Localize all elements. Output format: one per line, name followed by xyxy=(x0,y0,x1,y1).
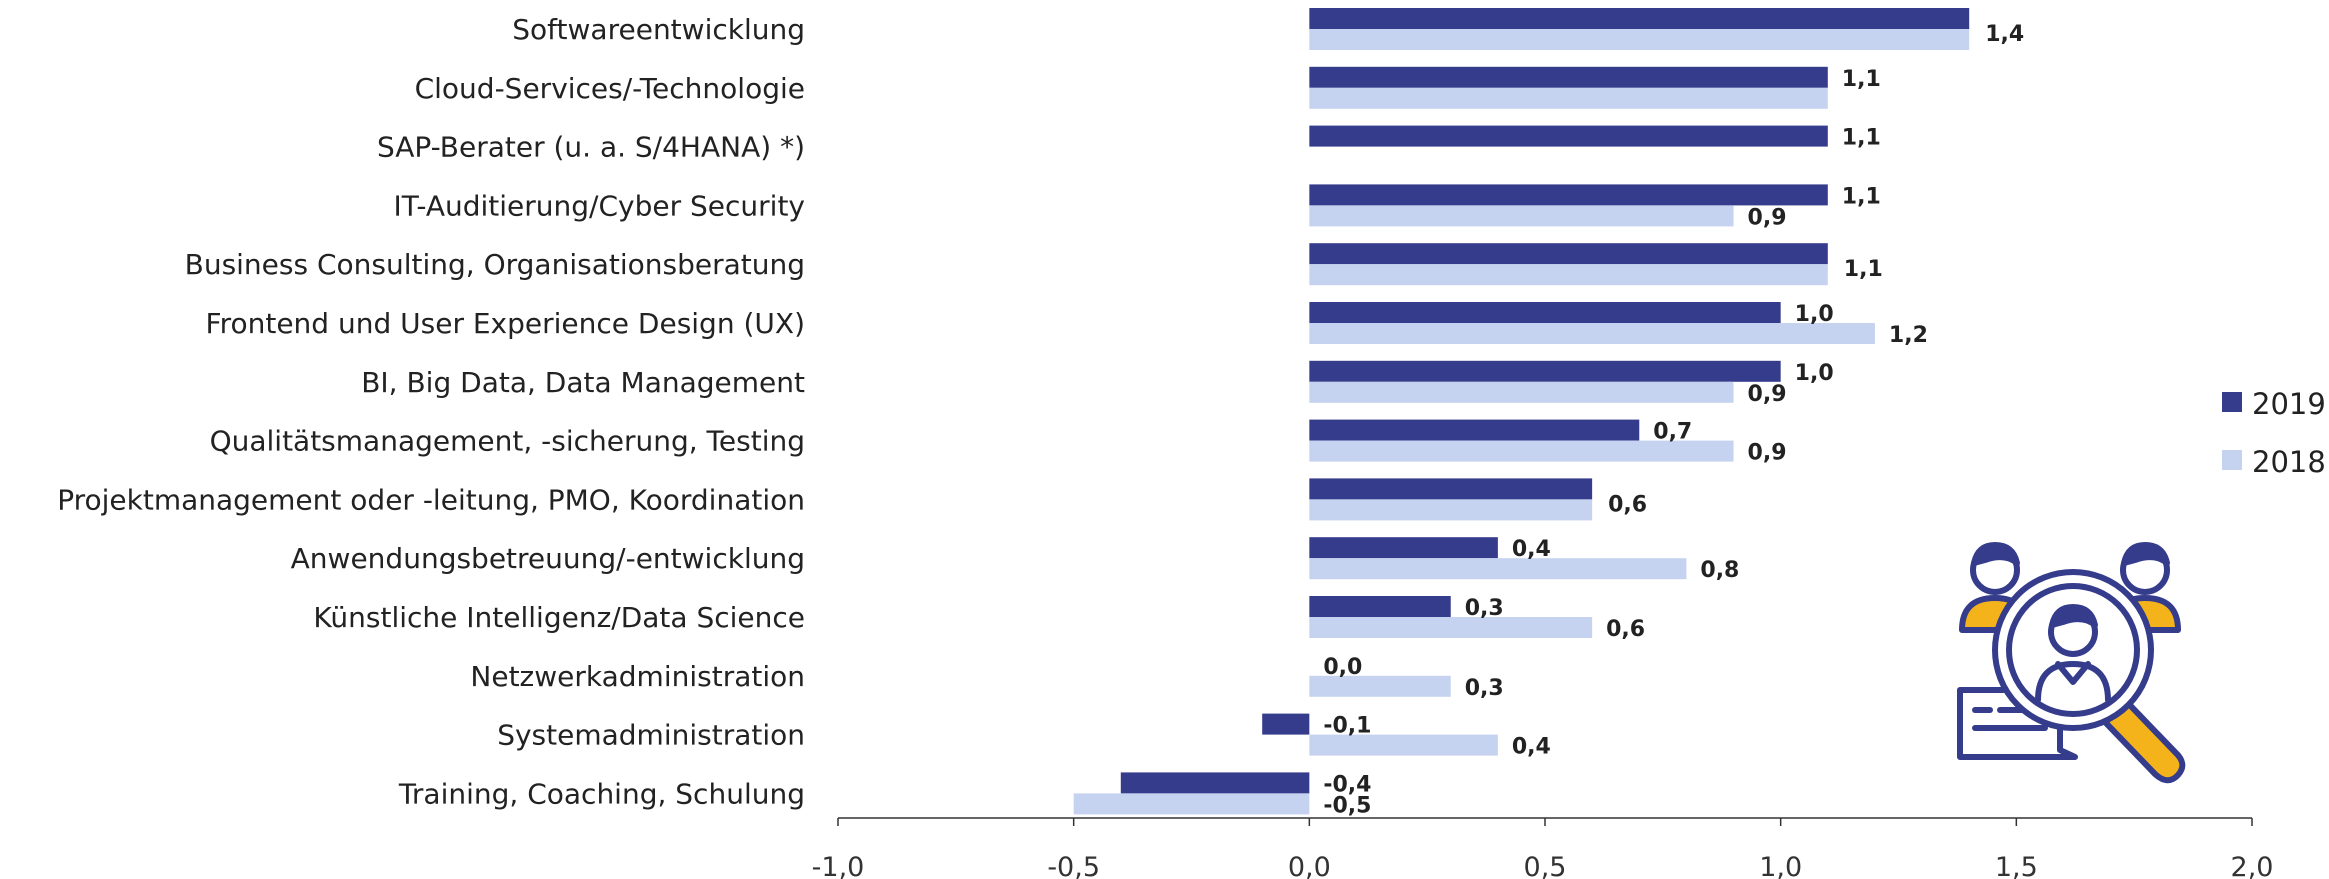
category-label: Netzwerkadministration xyxy=(470,660,805,693)
data-label: 1,1 xyxy=(1842,67,1881,92)
data-label: -0,5 xyxy=(1323,793,1371,818)
x-tick-label: 0,0 xyxy=(1288,852,1331,879)
bar-2019 xyxy=(1309,302,1781,323)
x-tick-label: 1,0 xyxy=(1759,852,1802,879)
data-label: 0,9 xyxy=(1748,205,1787,230)
bar-2018 xyxy=(1309,440,1734,462)
data-label: -0,4 xyxy=(1323,772,1371,797)
bar-2019 xyxy=(1309,419,1640,441)
data-label: 1,1 xyxy=(1844,257,1883,282)
bar-2018 xyxy=(1309,617,1593,638)
category-label: Frontend und User Experience Design (UX) xyxy=(206,307,806,340)
data-label: -0,1 xyxy=(1323,714,1371,739)
category-label: Qualitätsmanagement, -sicherung, Testing xyxy=(210,425,805,458)
category-label: Projektmanagement oder -leitung, PMO, Ko… xyxy=(57,483,805,516)
legend-label-2019: 2019 xyxy=(2252,387,2326,421)
legend-label-2018: 2018 xyxy=(2252,445,2326,479)
data-label: 0,4 xyxy=(1512,537,1551,562)
bar-2018 xyxy=(1309,264,1828,286)
category-label: Training, Coaching, Schulung xyxy=(398,777,805,810)
bar-2018 xyxy=(1073,793,1310,815)
category-label: Softwareentwicklung xyxy=(512,13,805,46)
category-label: Business Consulting, Organisationsberatu… xyxy=(185,248,805,281)
data-label: 1,1 xyxy=(1842,184,1881,209)
category-label: BI, Big Data, Data Management xyxy=(361,366,805,399)
bar-2019 xyxy=(1309,8,1970,29)
bar-2019 xyxy=(1309,243,1828,265)
data-label: 0,0 xyxy=(1323,655,1362,680)
bar-2019 xyxy=(1309,596,1451,617)
data-label: 1,0 xyxy=(1795,302,1834,327)
bar-2018 xyxy=(1309,675,1451,697)
legend-swatch-2019 xyxy=(2222,392,2242,412)
category-labels: Softwareentwicklung Cloud-Services/-Techn… xyxy=(57,13,805,810)
data-label: 0,6 xyxy=(1606,617,1645,642)
category-label: Systemadministration xyxy=(497,719,805,752)
bar-2018 xyxy=(1309,323,1875,344)
x-tick-label: -1,0 xyxy=(812,852,865,879)
legend-swatch-2018 xyxy=(2222,450,2242,470)
bar-2019 xyxy=(1309,66,1828,88)
bar-2019 xyxy=(1309,184,1828,206)
data-label: 0,8 xyxy=(1700,558,1739,583)
x-tick-label: -0,5 xyxy=(1047,852,1100,879)
data-label: 0,6 xyxy=(1608,492,1647,517)
data-label: 1,4 xyxy=(1985,22,2024,47)
bar-2018 xyxy=(1309,499,1593,521)
x-tick-label: 0,5 xyxy=(1524,852,1567,879)
bar-2018 xyxy=(1309,734,1498,756)
bar-2018 xyxy=(1309,29,1970,50)
data-label: 0,9 xyxy=(1748,382,1787,407)
category-label: Anwendungsbetreuung/-entwicklung xyxy=(291,542,805,575)
x-tick-label: 2,0 xyxy=(2231,852,2274,879)
bar-2019 xyxy=(1309,360,1781,382)
category-label: SAP-Berater (u. a. S/4HANA) *) xyxy=(377,131,805,164)
talent-search-icon xyxy=(1957,542,2186,784)
category-label: IT-Auditierung/Cyber Security xyxy=(394,189,805,222)
bar-2018 xyxy=(1309,558,1687,580)
data-label: 1,2 xyxy=(1889,323,1928,348)
bar-2018 xyxy=(1309,87,1828,109)
bar-2019 xyxy=(1309,537,1498,559)
data-label: 0,3 xyxy=(1465,676,1504,701)
x-axis-ticks: -1,0 -0,5 0,0 0,5 1,0 1,5 2,0 xyxy=(812,818,2274,879)
data-label: 0,4 xyxy=(1512,735,1551,760)
data-label: 1,0 xyxy=(1795,361,1834,386)
category-label: Künstliche Intelligenz/Data Science xyxy=(313,601,805,634)
bar-2019 xyxy=(1262,713,1310,735)
data-label: 0,7 xyxy=(1653,420,1692,445)
data-label: 0,9 xyxy=(1748,441,1787,466)
bar-2019 xyxy=(1309,125,1828,147)
bars-layer xyxy=(1073,8,1970,815)
bar-2019 xyxy=(1120,772,1310,794)
category-label: Cloud-Services/-Technologie xyxy=(415,72,805,105)
legend: 2019 2018 xyxy=(2222,387,2326,479)
bar-2018 xyxy=(1309,205,1734,227)
bar-2019 xyxy=(1309,478,1593,500)
data-label: 1,1 xyxy=(1842,126,1881,151)
data-label: 0,3 xyxy=(1465,596,1504,621)
bar-2018 xyxy=(1309,381,1734,403)
value-labels: 1,4 1,1 1,1 1,1 0,9 1,1 1,0 1,2 1,0 0,9 0,7 0,9 0,6 0… xyxy=(1323,22,2024,818)
x-tick-label: 1,5 xyxy=(1995,852,2038,879)
